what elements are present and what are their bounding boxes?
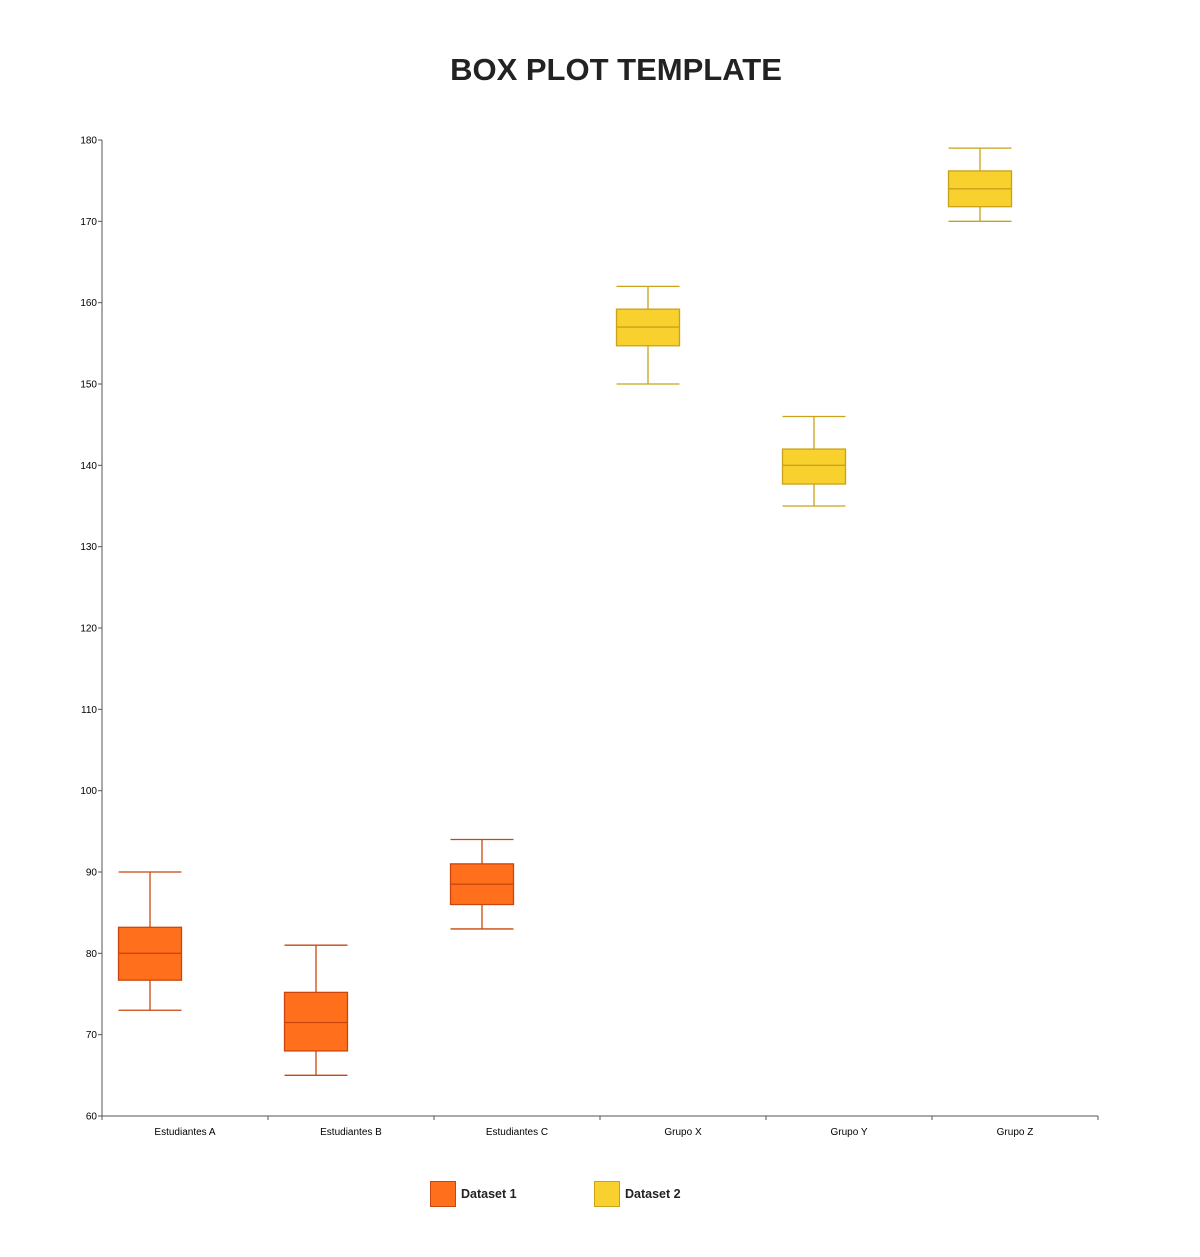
legend-swatch-dataset-1 [430, 1181, 456, 1207]
y-tick-label: 160 [80, 298, 97, 309]
x-tick-label: Estudiantes A [154, 1127, 215, 1138]
x-tick-label: Grupo Y [830, 1127, 867, 1138]
x-tick-label: Grupo Z [997, 1127, 1034, 1138]
y-tick-label: 120 [80, 624, 97, 635]
y-tick-label: 130 [80, 542, 97, 553]
y-tick-label: 100 [80, 786, 97, 797]
box-estudiantes-b-iqr [283, 991, 349, 1052]
y-tick-label: 60 [86, 1112, 98, 1123]
y-tick-label: 80 [86, 949, 98, 960]
legend-swatch-dataset-2 [594, 1181, 620, 1207]
y-tick-label: 70 [86, 1030, 98, 1041]
legend-label-dataset-1: Dataset 1 [461, 1187, 517, 1201]
legend-item-dataset-2: Dataset 2 [594, 1181, 681, 1207]
legend-item-dataset-1: Dataset 1 [430, 1181, 517, 1207]
box-grupo-y-iqr [781, 448, 847, 485]
chart-title: BOX PLOT TEMPLATE [450, 52, 782, 87]
y-tick-label: 140 [80, 461, 97, 472]
x-tick-label: Grupo X [664, 1127, 702, 1138]
y-tick-label: 170 [80, 217, 97, 228]
y-tick-label: 90 [86, 868, 98, 879]
y-tick-label: 180 [80, 136, 97, 147]
legend-label-dataset-2: Dataset 2 [625, 1187, 681, 1201]
y-tick-label: 110 [81, 705, 97, 716]
x-tick-label: Estudiantes C [486, 1127, 548, 1138]
y-tick-label: 150 [80, 380, 97, 391]
x-tick-label: Estudiantes B [320, 1127, 382, 1138]
